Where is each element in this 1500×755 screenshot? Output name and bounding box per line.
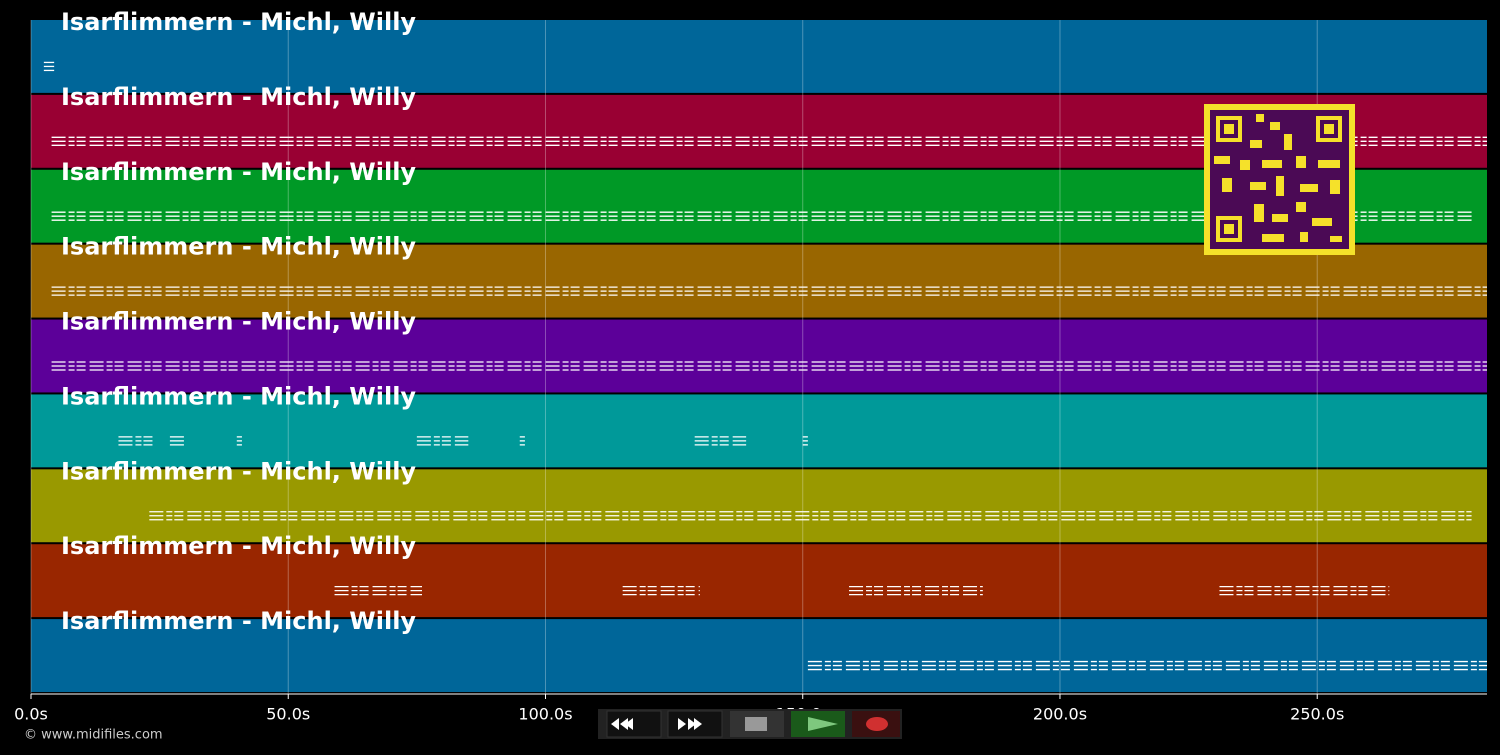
track-band <box>31 469 1487 543</box>
note-span <box>416 436 469 446</box>
qr-code <box>1204 104 1355 255</box>
track-label: Isarflimmern - Michl, Willy <box>61 308 416 336</box>
note-span <box>519 436 525 446</box>
note-span <box>149 511 1472 521</box>
note-span <box>169 436 186 446</box>
note-span <box>849 586 983 596</box>
note-span <box>51 286 1487 296</box>
track-label: Isarflimmern - Michl, Willy <box>61 233 416 261</box>
x-tick-label: 50.0s <box>266 705 310 724</box>
note-span <box>802 436 808 446</box>
note-span <box>236 436 242 446</box>
note-span <box>43 61 55 72</box>
track-label: Isarflimmern - Michl, Willy <box>61 83 416 111</box>
track-band <box>31 544 1487 618</box>
track-label: Isarflimmern - Michl, Willy <box>61 382 416 410</box>
track-label: Isarflimmern - Michl, Willy <box>61 607 416 635</box>
x-tick-label: 250.0s <box>1290 705 1344 724</box>
track-band <box>31 244 1487 318</box>
track-band <box>31 319 1487 393</box>
note-span <box>807 660 1487 671</box>
note-span <box>694 436 747 446</box>
note-span <box>51 361 1487 371</box>
note-span <box>1219 586 1390 596</box>
track-label: Isarflimmern - Michl, Willy <box>61 8 416 36</box>
track-label: Isarflimmern - Michl, Willy <box>61 158 416 186</box>
track-band <box>31 20 1487 93</box>
track-band <box>31 619 1487 692</box>
playback-controls <box>598 709 902 739</box>
note-span <box>334 586 423 596</box>
x-tick-label: 100.0s <box>518 705 572 724</box>
track-band <box>31 394 1487 468</box>
x-tick-label: 0.0s <box>14 705 48 724</box>
note-span <box>622 586 700 596</box>
track-label: Isarflimmern - Michl, Willy <box>61 457 416 485</box>
track-label: Isarflimmern - Michl, Willy <box>61 532 416 560</box>
copyright: © www.midifiles.com <box>24 728 163 743</box>
note-span <box>118 436 155 446</box>
x-tick-label: 200.0s <box>1033 705 1087 724</box>
